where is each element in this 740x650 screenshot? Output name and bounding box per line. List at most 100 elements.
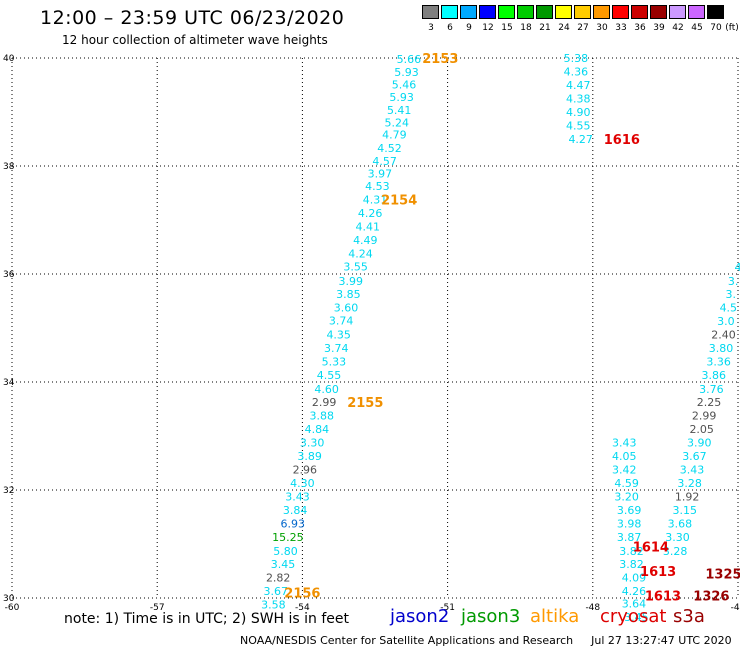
wave-height-value: 3.84 [283, 504, 308, 517]
lat-tick-label: 38 [3, 162, 15, 172]
legend-label: 27 [577, 23, 589, 33]
wave-height-value: 3.30 [300, 436, 325, 449]
pass-time-label: 1613 [645, 589, 681, 604]
legend-label: 15 [501, 23, 513, 33]
legend-label: 33 [615, 23, 627, 33]
wave-height-value: 4.05 [612, 450, 637, 463]
timestamp-text: Jul 27 13:27:47 UTC 2020 [591, 634, 732, 647]
legend-label: 21 [539, 23, 551, 33]
pass-time-label: 2156 [284, 587, 320, 602]
legend-label: 30 [596, 23, 608, 33]
wave-height-value: 5.38 [564, 52, 589, 65]
wave-height-value: 4.27 [568, 133, 593, 146]
satellite-label-jason2: jason2 [390, 606, 450, 627]
wave-height-value: 3.58 [261, 598, 286, 611]
wave-height-value: 3.97 [368, 168, 393, 181]
legend-unit: (ft) [725, 23, 739, 33]
wave-height-value: 3.45 [271, 558, 296, 571]
pass-time-label: 2155 [347, 396, 383, 411]
footer: NOAA/NESDIS Center for Satellite Applica… [240, 634, 732, 647]
wave-height-value: 2.82 [266, 571, 291, 584]
pass-time-label: 1613 [640, 565, 676, 580]
pass-time-label: 1325 [705, 568, 740, 583]
wave-height-value: 4.41 [355, 220, 380, 233]
wave-height-value: 5.93 [394, 66, 419, 79]
satellite-label-altika: altika [530, 606, 580, 627]
wave-height-value: 3.30 [665, 531, 690, 544]
satellite-label-jason3: jason3 [461, 606, 521, 627]
legend-label: 3 [428, 23, 434, 33]
legend-label: 45 [691, 23, 703, 33]
legend-swatch [498, 5, 515, 19]
note-text: note: 1) Time is in UTC; 2) SWH is in fe… [64, 611, 350, 627]
wave-height-value: 3.80 [709, 342, 734, 355]
wave-height-value: 4.09 [622, 571, 647, 584]
wave-height-value: 5.24 [385, 116, 410, 129]
wave-height-value: 3.43 [612, 436, 637, 449]
pass-time-label: 2154 [381, 193, 417, 208]
wave-height-value: 3.82 [619, 545, 644, 558]
wave-height-value: 5.93 [389, 91, 414, 104]
wave-height-value: 3.74 [329, 314, 354, 327]
pass-time-label: 1326 [693, 589, 729, 604]
wave-height-value: 3.28 [663, 545, 688, 558]
wave-height-value: 4.35 [326, 328, 351, 341]
wave-height-value: 3.55 [343, 260, 368, 273]
wave-height-value: 3.90 [687, 436, 712, 449]
page-subtitle: 12 hour collection of altimeter wave hei… [62, 33, 328, 47]
wave-height-value: 3.89 [297, 450, 322, 463]
wave-height-value: 3.76 [699, 383, 724, 396]
wave-height-value: 4.26 [358, 207, 383, 220]
wave-height-value: 2.96 [293, 463, 318, 476]
wave-height-value: 3.42 [612, 463, 637, 476]
wave-height-value: 5.41 [387, 104, 412, 117]
lon-tick-label: -48 [585, 603, 600, 613]
wave-height-value: 1.92 [675, 490, 700, 503]
legend-swatch [536, 5, 553, 19]
lat-tick-label: 30 [3, 594, 15, 604]
wave-height-value: 4.49 [353, 234, 378, 247]
wave-height-value: 4.52 [377, 142, 402, 155]
lat-tick-label: 34 [3, 378, 15, 388]
satellite-label-s3a: s3a [673, 606, 705, 627]
wave-height-value: 3.85 [336, 288, 361, 301]
wave-height-value: 4.79 [382, 129, 407, 142]
legend-swatch [460, 5, 477, 19]
wave-height-value: 3.69 [617, 504, 642, 517]
legend-label: 12 [482, 23, 494, 33]
wave-height-value: 4.36 [564, 66, 589, 79]
wave-height-value: 3.87 [617, 531, 642, 544]
legend-swatch [441, 5, 458, 19]
lon-tick-label: -54 [295, 603, 310, 613]
wave-height-value: 3. [728, 275, 739, 288]
legend-label: 24 [558, 23, 570, 33]
lon-tick-label: -60 [5, 603, 20, 613]
pass-time-label: 1614 [633, 541, 669, 556]
legend-swatch [688, 5, 705, 19]
wave-height-value: 3.60 [334, 301, 359, 314]
wave-height-value: 3.20 [614, 490, 639, 503]
lon-tick-label: -57 [150, 603, 165, 613]
legend-swatch [631, 5, 648, 19]
wave-height-value: 3. [725, 288, 736, 301]
wave-height-value: 4.57 [372, 155, 397, 168]
wave-height-value: 5.80 [273, 545, 298, 558]
legend-swatch [517, 5, 534, 19]
wave-height-value: 4.60 [314, 383, 339, 396]
wave-height-value: 4.31 [363, 193, 388, 206]
legend-swatch [574, 5, 591, 19]
wave-height-value: 3.88 [310, 409, 335, 422]
wave-height-value: 5.66 [397, 53, 422, 66]
wave-height-value: 6.93 [280, 517, 305, 530]
legend-label: 18 [520, 23, 532, 33]
wave-height-value: 4.26 [622, 585, 647, 598]
wave-height-value: 3.36 [706, 355, 731, 368]
wave-height-value: 4.47 [566, 79, 591, 92]
wave-height-value: 3.0 [717, 315, 735, 328]
legend-swatch [555, 5, 572, 19]
wave-height-value: 4.5 [720, 301, 738, 314]
wave-height-value: 4.84 [305, 423, 330, 436]
wave-height-value: 3.28 [677, 477, 702, 490]
legend-label: 6 [447, 23, 453, 33]
